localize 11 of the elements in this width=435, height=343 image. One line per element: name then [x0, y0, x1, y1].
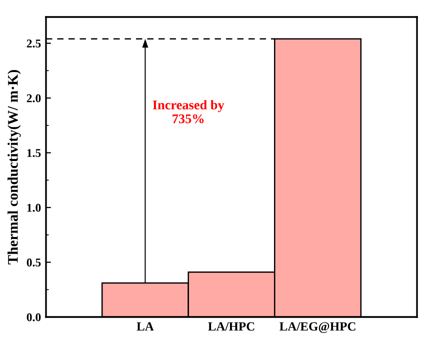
y-tick-label: 1.0 — [27, 204, 41, 212]
y-tick-label: 2.0 — [26, 94, 41, 102]
y-tick-label: 0.0 — [26, 313, 41, 322]
y-tick-label: 2.5 — [26, 40, 41, 48]
x-tick-label: LA/EG@HPC — [280, 322, 356, 333]
annotation: Increased by 735% — [152, 100, 224, 124]
y-tick-label: 0.5 — [26, 258, 41, 267]
x-tick-label: LA — [136, 322, 154, 331]
y-axis-title: Thermal conductivity(W/ m·K) — [8, 70, 21, 264]
x-tick-label: LA/HPC — [208, 322, 254, 331]
y-tick-label: 1.5 — [27, 149, 41, 158]
